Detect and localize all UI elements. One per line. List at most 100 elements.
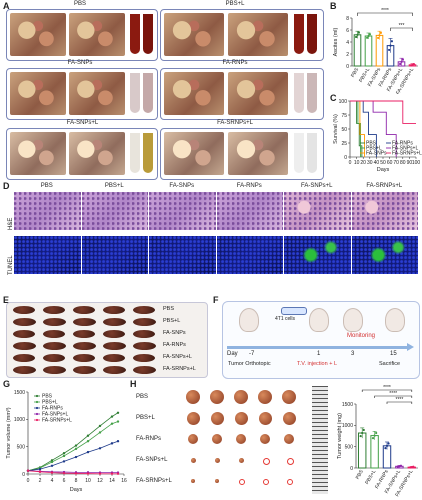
histo-column-title: FA-SRNPs+L bbox=[366, 183, 403, 189]
data-point bbox=[116, 472, 120, 475]
mouse-icon bbox=[385, 308, 405, 332]
x-tick-label: 10 bbox=[354, 160, 360, 166]
data-point bbox=[86, 434, 90, 437]
tumor-row-label: FA-RNPs bbox=[163, 342, 186, 348]
panel-label-h: H bbox=[130, 379, 137, 389]
tumor-sample bbox=[258, 390, 272, 404]
data-point bbox=[74, 455, 78, 459]
syringe-icon bbox=[281, 307, 307, 315]
tumor-sample bbox=[284, 434, 294, 444]
data-point bbox=[366, 36, 369, 39]
y-tick-label: 25 bbox=[341, 141, 347, 147]
data-point bbox=[86, 440, 90, 443]
data-point bbox=[110, 415, 114, 418]
tumor-sample bbox=[191, 479, 195, 483]
panel-label-a: A bbox=[3, 1, 10, 11]
tumor-sample bbox=[133, 366, 156, 374]
photo-pbs bbox=[6, 9, 158, 61]
data-point bbox=[98, 447, 102, 450]
data-point bbox=[390, 40, 393, 43]
data-point bbox=[388, 48, 391, 52]
panel-label-c: C bbox=[330, 93, 337, 103]
arrow-head-icon bbox=[407, 343, 414, 351]
significance-label: *** bbox=[399, 23, 405, 29]
panel-e-tumors: PBS PBS+L FA-SNPs FA-RNPs FA-SNPs+L FA-SRNPs+… bbox=[6, 302, 208, 378]
y-axis-label: Survival (%) bbox=[333, 114, 339, 144]
tumor-row-label: FA-SNPs+L bbox=[163, 354, 192, 360]
bar bbox=[353, 34, 362, 67]
tumor-sample bbox=[43, 342, 66, 350]
day-tick: 15 bbox=[390, 351, 397, 357]
tumor-sample bbox=[73, 306, 95, 314]
tumor-sample bbox=[13, 342, 36, 350]
data-point bbox=[98, 424, 102, 428]
panel-a-title-fa-snps: FA-SNPs bbox=[67, 60, 93, 66]
x-tick-label: 40 bbox=[374, 160, 380, 166]
x-tick-label: PBS bbox=[355, 468, 366, 480]
y-axis-label: Ascites (ml) bbox=[333, 27, 339, 56]
legend-marker bbox=[35, 418, 39, 422]
data-point bbox=[359, 434, 362, 438]
y-tick-label: 1500 bbox=[14, 390, 25, 396]
data-point bbox=[412, 465, 415, 468]
tunel-image bbox=[81, 236, 148, 274]
tumor-sample bbox=[234, 411, 248, 425]
x-tick-label: 0 bbox=[27, 478, 30, 484]
tunel-image bbox=[216, 236, 283, 274]
x-tick-label: 2 bbox=[39, 478, 42, 484]
empty-circle-icon bbox=[287, 479, 293, 485]
tumor-row-label: PBS bbox=[136, 394, 149, 400]
tumor-sample bbox=[73, 342, 96, 350]
tumor-row-label: FA-SRNPs+L bbox=[136, 478, 172, 484]
event-sacrifice: Sacrifice bbox=[379, 361, 401, 367]
tumor-sample bbox=[186, 411, 200, 425]
tumor-sample bbox=[73, 330, 95, 338]
monitoring-label: Monitoring bbox=[347, 333, 376, 339]
tumor-sample bbox=[258, 411, 272, 425]
mouse-icon bbox=[309, 308, 329, 332]
tumor-row-label: FA-RNPs bbox=[136, 436, 162, 442]
data-point bbox=[378, 34, 381, 37]
he-image bbox=[81, 192, 148, 230]
data-point bbox=[356, 33, 359, 36]
tunel-image bbox=[149, 236, 216, 274]
tumor-sample bbox=[43, 306, 65, 314]
data-point bbox=[62, 460, 66, 463]
data-point bbox=[355, 35, 358, 39]
panel-a-title-pbs-l: PBS+L bbox=[225, 1, 245, 7]
y-tick-label: 0 bbox=[350, 466, 353, 472]
x-tick-label: 0 bbox=[349, 160, 352, 166]
tumor-sample bbox=[103, 306, 125, 314]
data-point bbox=[26, 469, 30, 472]
tumor-sample bbox=[133, 354, 155, 362]
legend-label: FA-RNPs bbox=[392, 141, 413, 147]
panel-h-tumors: PBS PBS+L FA-RNPs FA-SNPs+L FA-SRNPs+L bbox=[136, 386, 332, 494]
data-point bbox=[384, 447, 387, 450]
day-tick: 3 bbox=[351, 351, 355, 357]
tumor-sample bbox=[13, 330, 35, 338]
tumor-sample bbox=[133, 342, 156, 350]
y-axis-label: Tumor volume (mm³) bbox=[6, 407, 12, 458]
legend-label: FA-SRNPs+L bbox=[42, 418, 72, 424]
significance-bracket bbox=[390, 27, 413, 31]
histo-column-title: PBS bbox=[40, 183, 53, 189]
x-tick-label: 30 bbox=[367, 160, 373, 166]
panel-label-b: B bbox=[330, 1, 337, 11]
data-point bbox=[385, 444, 389, 447]
x-tick-label: 4 bbox=[51, 478, 54, 484]
he-image bbox=[351, 192, 418, 230]
data-point bbox=[86, 450, 90, 454]
mouse-icon bbox=[343, 308, 363, 332]
tumor-sample bbox=[43, 354, 65, 362]
y-tick-label: 4 bbox=[346, 40, 349, 46]
tumor-sample bbox=[13, 354, 35, 362]
data-point bbox=[399, 62, 402, 66]
tumor-sample bbox=[103, 354, 125, 362]
y-tick-label: 6 bbox=[346, 28, 349, 34]
bar bbox=[370, 435, 379, 469]
histo-column-title: FA-SNPs+L bbox=[300, 183, 333, 189]
data-point bbox=[98, 472, 102, 475]
tumor-sample bbox=[43, 366, 66, 374]
tumor-sample bbox=[210, 390, 224, 404]
x-tick-label: 12 bbox=[97, 478, 103, 484]
